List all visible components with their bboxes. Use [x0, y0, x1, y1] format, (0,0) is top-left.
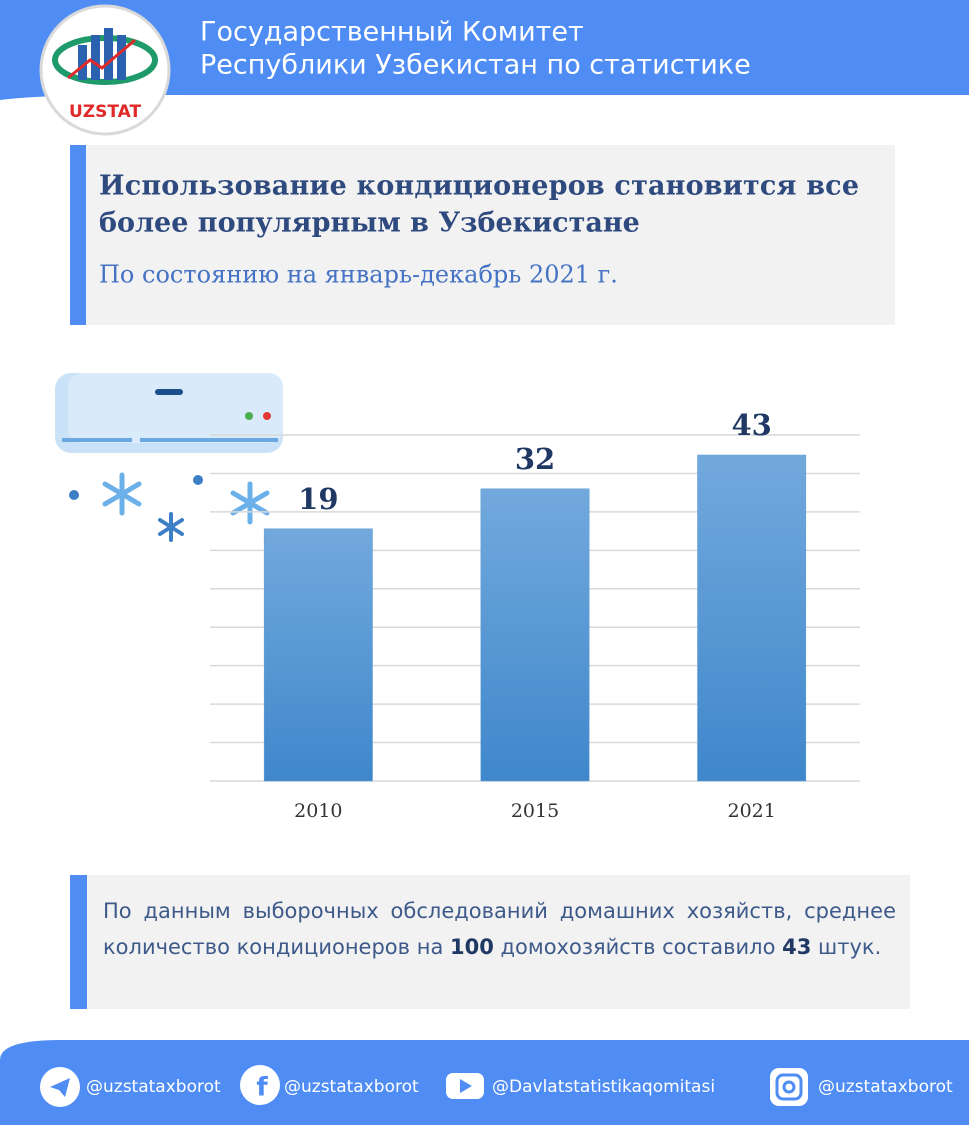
social-handle[interactable]: @uzstataxborot — [86, 1077, 221, 1097]
note-accent — [70, 875, 87, 1009]
x-tick-label: 2015 — [511, 800, 559, 822]
bar — [697, 454, 807, 782]
chart-title: Использование кондиционеров становится в… — [99, 171, 859, 202]
footer-band — [0, 1040, 969, 1125]
note-part: штук. — [811, 935, 882, 959]
note-part: домохозяйств составило — [493, 935, 783, 959]
note-box: По данным выборочных обследований домашн… — [70, 875, 910, 1009]
bar — [480, 488, 590, 782]
logo-icon — [52, 28, 158, 85]
title-accent — [70, 145, 86, 325]
bar — [263, 528, 373, 782]
header-line: Государственный Комитет — [200, 17, 584, 48]
note-number: 100 — [449, 935, 494, 959]
ac-illustration — [55, 373, 283, 542]
chart-subtitle: По состоянию на январь-декабрь 2021 г. — [99, 261, 618, 289]
chart-title: более популярным в Узбекистане — [99, 208, 640, 239]
footer-icons: f — [40, 1065, 808, 1107]
note-number: 43 — [782, 935, 812, 959]
title-box — [70, 145, 895, 325]
value-label: 43 — [731, 408, 771, 442]
header-line: Республики Узбекистан по статистике — [200, 50, 751, 81]
value-label: 19 — [298, 482, 338, 516]
x-tick-label: 2021 — [727, 800, 775, 822]
svg-text:f: f — [256, 1073, 268, 1103]
note-part: По данным выборочных обследований домашн… — [103, 899, 896, 959]
social-handle[interactable]: @Davlatstatistikaqomitasi — [492, 1077, 715, 1097]
logo-text: UZSTAT — [69, 102, 141, 122]
value-label: 32 — [515, 442, 555, 476]
note-text: По данным выборочных обследований домашн… — [103, 893, 896, 965]
x-tick-label: 2010 — [294, 800, 342, 822]
social-handle[interactable]: @uzstataxborot — [818, 1077, 953, 1097]
header-band-part — [70, 0, 969, 95]
social-handle[interactable]: @uzstataxborot — [284, 1077, 419, 1097]
